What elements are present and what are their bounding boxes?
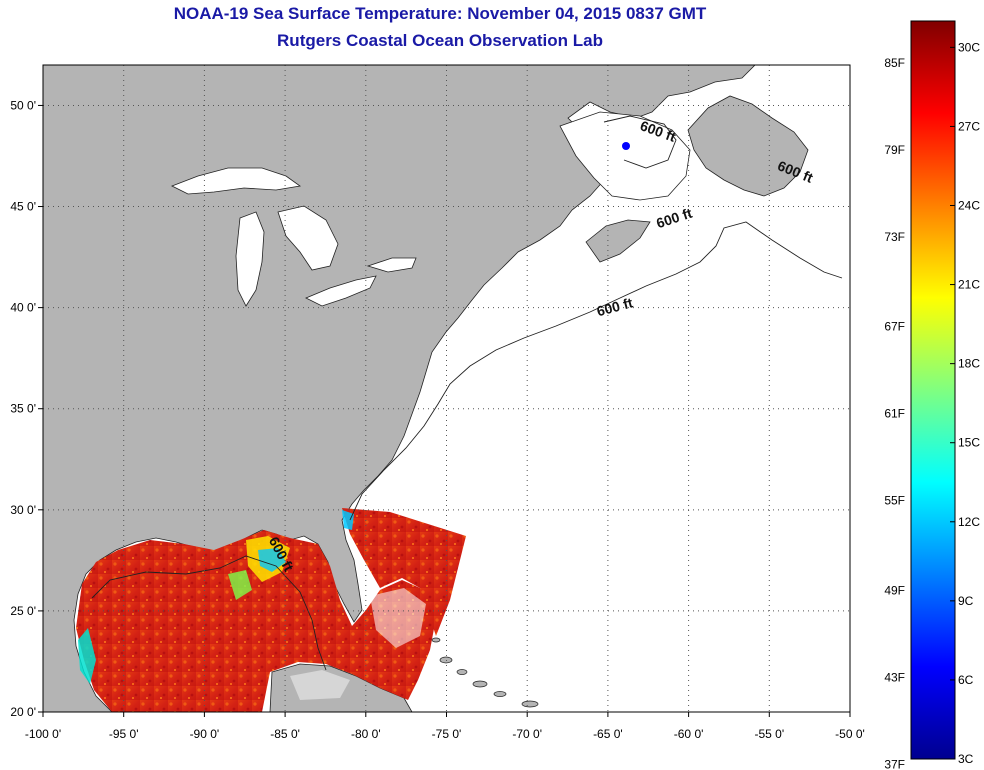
lon-tick-label: -55 0' xyxy=(754,727,784,741)
lon-tick-label: -50 0' xyxy=(835,727,865,741)
colorbar-c-label: 30C xyxy=(958,40,980,54)
isobath-600ft-gulf xyxy=(91,555,327,671)
isobath-600ft-stlawrence xyxy=(603,115,677,169)
sst-cloud-patch-2 xyxy=(290,670,350,700)
colorbar-f-label: 79F xyxy=(884,143,905,157)
lon-tick-label: -95 0' xyxy=(109,727,139,741)
lat-tick-label: 50 0' xyxy=(10,98,36,112)
longitude-axis: -100 0' -95 0' -90 0' -85 0' -80 0' -75 0' -70… xyxy=(25,712,865,741)
lat-tick-label: 20 0' xyxy=(10,705,36,719)
lake-erie xyxy=(305,275,377,307)
colorbar-f-label: 61F xyxy=(884,407,905,421)
colorbar-f-label: 43F xyxy=(884,670,905,684)
lon-tick-label: -75 0' xyxy=(432,727,462,741)
lat-tick-label: 40 0' xyxy=(10,301,36,315)
sst-cloud-patch xyxy=(370,588,426,648)
colorbar-f-label: 55F xyxy=(884,494,905,508)
lon-tick-label: -80 0' xyxy=(351,727,381,741)
latitude-axis: 20 0' 25 0' 30 0' 35 0' 40 0' 45 0' 50 0' xyxy=(10,98,43,719)
colorbar-gradient xyxy=(910,20,956,760)
water-gulf-st-lawrence xyxy=(559,111,691,201)
lon-tick-label: -90 0' xyxy=(190,727,220,741)
colorbar-f-label: 37F xyxy=(884,757,905,770)
colorbar-fahrenheit-labels: 85F 79F 73F 67F 61F 55F 49F 43F 37F xyxy=(884,56,905,770)
sst-swath-gulf xyxy=(76,530,436,712)
sst-cool-patch-2 xyxy=(258,548,286,572)
colorbar-c-label: 15C xyxy=(958,436,980,450)
colorbar-c-label: 18C xyxy=(958,357,980,371)
colorbar-f-label: 73F xyxy=(884,230,905,244)
colorbar: 85F 79F 73F 67F 61F 55F 49F 43F 37F 30C 27C 24C 21C… xyxy=(884,20,980,770)
colorbar-c-label: 24C xyxy=(958,199,980,213)
map-subtitle: Rutgers Coastal Ocean Observation Lab xyxy=(277,31,603,50)
lon-tick-label: -85 0' xyxy=(270,727,300,741)
lon-tick-label: -70 0' xyxy=(512,727,542,741)
lon-tick-label: -60 0' xyxy=(674,727,704,741)
colorbar-c-label: 27C xyxy=(958,119,980,133)
colorbar-f-label: 67F xyxy=(884,320,905,334)
lake-ontario xyxy=(366,257,417,273)
land-newfoundland xyxy=(687,95,809,197)
isobath-600ft xyxy=(349,221,843,521)
lon-tick-label: -65 0' xyxy=(593,727,623,741)
colorbar-c-label: 6C xyxy=(958,673,974,687)
sst-cool-patch-5 xyxy=(342,510,354,530)
colorbar-c-label: 12C xyxy=(958,515,980,529)
sst-blue-spot xyxy=(622,142,630,150)
map-title: NOAA-19 Sea Surface Temperature: Novembe… xyxy=(173,4,707,23)
colorbar-c-label: 3C xyxy=(958,752,974,766)
colorbar-c-label: 9C xyxy=(958,594,974,608)
colorbar-f-label: 49F xyxy=(884,583,905,597)
colorbar-c-label: 21C xyxy=(958,278,980,292)
lake-huron xyxy=(277,205,339,271)
colorbar-f-label: 85F xyxy=(884,56,905,70)
lat-tick-label: 35 0' xyxy=(10,402,36,416)
lat-tick-label: 30 0' xyxy=(10,503,36,517)
sst-cool-patch-4 xyxy=(228,570,252,600)
lat-tick-label: 25 0' xyxy=(10,604,36,618)
colorbar-celsius-labels: 30C 27C 24C 21C 18C 15C 12C 9C 6C 3C xyxy=(950,40,980,766)
lake-michigan xyxy=(235,211,265,307)
lon-tick-label: -100 0' xyxy=(25,727,61,741)
land-nova-scotia xyxy=(585,219,651,263)
sst-swath-atlantic xyxy=(342,508,466,636)
lake-superior xyxy=(171,167,302,195)
lat-tick-label: 45 0' xyxy=(10,200,36,214)
sst-cool-patch-3 xyxy=(78,628,96,684)
